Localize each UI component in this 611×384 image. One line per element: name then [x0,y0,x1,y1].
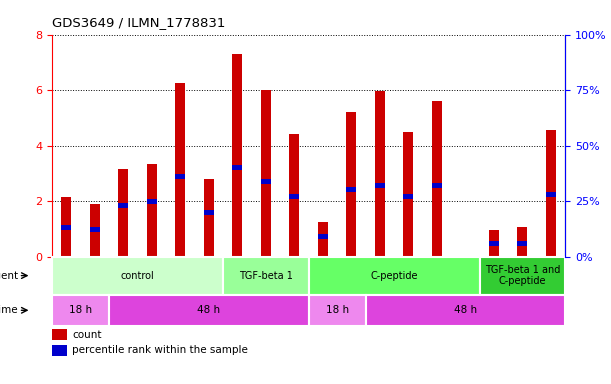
Bar [546,192,556,197]
Text: GDS3649 / ILMN_1778831: GDS3649 / ILMN_1778831 [52,16,225,29]
Bar [232,165,242,170]
Text: agent: agent [0,271,18,281]
Bar [204,210,214,215]
Bar [223,257,309,295]
Bar [119,203,128,208]
Bar [518,227,527,257]
Bar [403,132,413,257]
Bar [109,295,309,326]
Bar [261,90,271,257]
Text: count: count [73,329,102,339]
Bar [232,54,242,257]
Bar [290,134,299,257]
Text: control: control [120,271,155,281]
Bar [309,295,365,326]
Bar [175,174,185,179]
Bar [261,179,271,184]
Bar [318,222,327,257]
Bar [52,257,223,295]
Bar [346,112,356,257]
Text: 48 h: 48 h [197,305,221,315]
Bar [52,257,565,312]
Bar [489,230,499,257]
Bar [546,130,556,257]
Bar [432,101,442,257]
Bar [52,344,67,356]
Bar [375,91,385,257]
Bar [290,194,299,199]
Bar [175,83,185,257]
Bar [147,199,156,204]
Text: C-peptide: C-peptide [370,271,418,281]
Bar [375,183,385,188]
Bar [309,257,480,295]
Bar [61,225,71,230]
Text: TGF-beta 1 and
C-peptide: TGF-beta 1 and C-peptide [485,265,560,286]
Bar [346,187,356,192]
Text: 18 h: 18 h [326,305,349,315]
Bar [480,257,565,295]
Bar [204,179,214,257]
Bar [318,234,327,239]
Text: percentile rank within the sample: percentile rank within the sample [73,345,248,355]
Bar [90,227,100,232]
Bar [52,329,67,340]
Bar [403,194,413,199]
Text: TGF-beta 1: TGF-beta 1 [239,271,293,281]
Bar [432,183,442,188]
Bar [518,241,527,246]
Bar [52,295,109,326]
Text: 48 h: 48 h [454,305,477,315]
Bar [90,204,100,257]
Text: 18 h: 18 h [69,305,92,315]
Bar [365,295,565,326]
Bar [489,241,499,246]
Bar [61,197,71,257]
Bar [147,164,156,257]
Text: time: time [0,305,18,315]
Bar [119,169,128,257]
